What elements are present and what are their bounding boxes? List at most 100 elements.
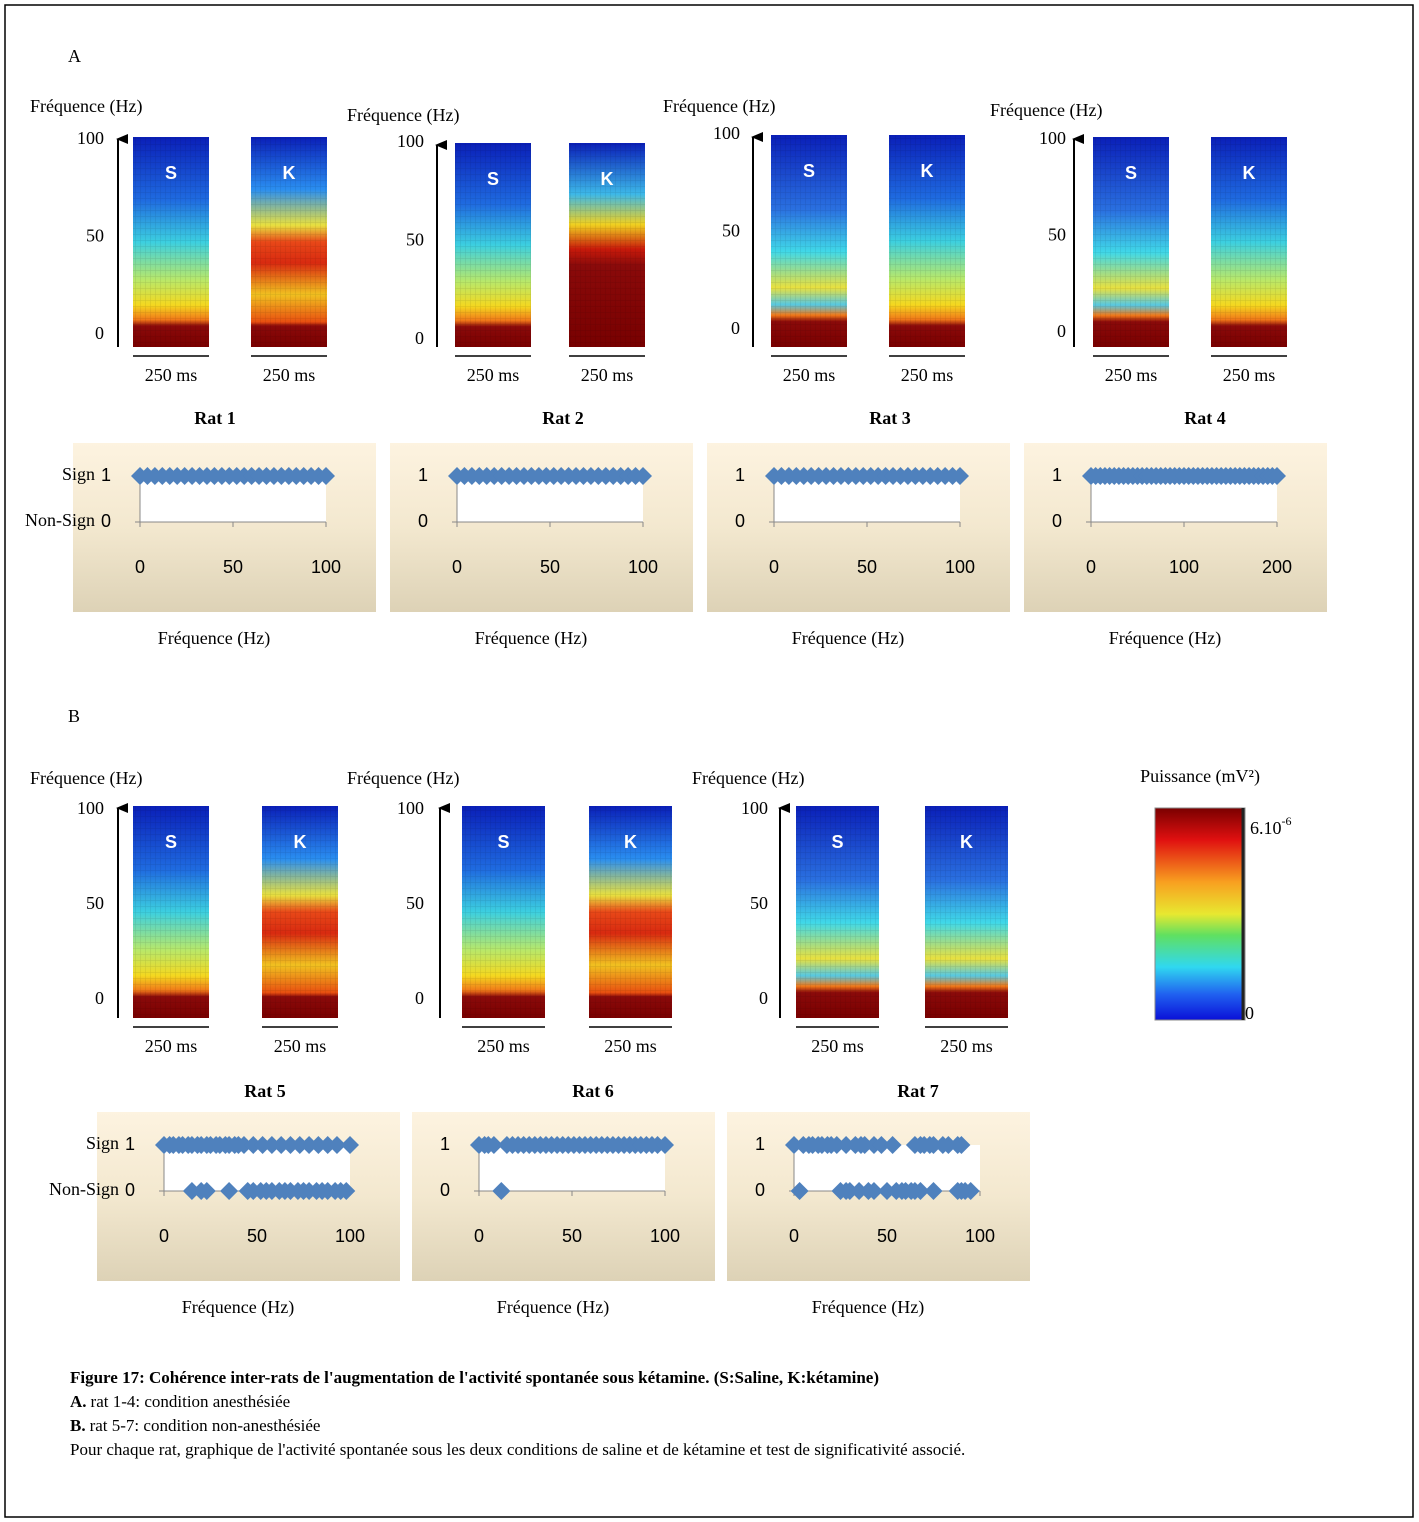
- data-point: [327, 1136, 346, 1154]
- colorbar-max-exponent: -6: [1282, 814, 1292, 828]
- y-tick-label: 0: [440, 1180, 450, 1200]
- x-tick-label: 0: [769, 557, 779, 577]
- spectrogram: Fréquence (Hz) 0 50 100 S 250 ms K 250 ms: [663, 96, 965, 385]
- caption-item-text: rat 5-7: condition non-anesthésiée: [89, 1416, 321, 1435]
- data-point: [317, 467, 335, 485]
- data-point: [951, 467, 969, 485]
- caption: Figure 17: Cohérence inter-rats de l'aug…: [70, 1366, 965, 1462]
- chart-background: [73, 443, 376, 612]
- data-point: [244, 1136, 263, 1154]
- scale-bar-label: 250 ms: [901, 365, 954, 385]
- x-tick-label: 100: [335, 1226, 365, 1246]
- caption-item-label: A.: [70, 1392, 87, 1411]
- x-axis-label: Fréquence (Hz): [812, 1297, 924, 1318]
- y-tick-name: Non-Sign: [49, 1179, 119, 1199]
- x-tick-label: 50: [223, 557, 243, 577]
- colorbar: Puissance (mV²) 6.10-6 0: [1140, 766, 1291, 1023]
- condition-label: K: [624, 832, 637, 852]
- data-point: [300, 1136, 319, 1154]
- heatmap-pixels: [569, 143, 645, 347]
- y-tick-label: 100: [77, 128, 104, 148]
- colorbar-border: [1154, 807, 1246, 1021]
- heatmap-pixels: [1211, 137, 1287, 347]
- condition-label: S: [165, 163, 177, 183]
- x-axis-label: Fréquence (Hz): [158, 628, 270, 649]
- scale-bar-label: 250 ms: [467, 365, 520, 385]
- condition-label: K: [283, 163, 296, 183]
- y-axis-label: Fréquence (Hz): [347, 105, 459, 126]
- x-axis-label: Fréquence (Hz): [1109, 628, 1221, 649]
- scale-bar-label: 250 ms: [940, 1036, 993, 1056]
- scale-bar-label: 250 ms: [274, 1036, 327, 1056]
- caption-note-text: Pour chaque rat, graphique de l'activité…: [70, 1440, 966, 1459]
- y-tick-label: 1: [101, 465, 111, 485]
- caption-item: A. rat 1-4: condition anesthésiée: [70, 1390, 965, 1414]
- x-tick-label: 100: [311, 557, 341, 577]
- heatmap-pixels: [455, 143, 531, 347]
- y-tick-label: 100: [741, 798, 768, 818]
- y-axis-label: Fréquence (Hz): [990, 100, 1102, 121]
- chart-title: Rat 6: [572, 1081, 614, 1101]
- data-point: [281, 1136, 300, 1154]
- x-axis-label: Fréquence (Hz): [182, 1297, 294, 1318]
- colorbar-min-label: 0: [1245, 1003, 1254, 1023]
- x-tick-label: 0: [452, 557, 462, 577]
- frame: [4, 4, 1414, 1518]
- x-tick-label: 100: [628, 557, 658, 577]
- x-tick-label: 0: [474, 1226, 484, 1246]
- data-point: [309, 1136, 328, 1154]
- x-axis-label: Fréquence (Hz): [792, 628, 904, 649]
- chart-title: Rat 5: [244, 1081, 286, 1101]
- data-point: [878, 1182, 896, 1200]
- x-tick-label: 100: [1169, 557, 1199, 577]
- data-point: [850, 1182, 869, 1200]
- data-point: [924, 1182, 943, 1200]
- chart-title: Rat 7: [897, 1081, 939, 1101]
- y-tick-label: 0: [731, 318, 740, 338]
- chart-title: Rat 4: [1184, 408, 1226, 428]
- condition-label: S: [487, 169, 499, 189]
- panel-label: A: [68, 46, 81, 66]
- y-tick-label: 100: [77, 798, 104, 818]
- y-tick-label: 100: [397, 131, 424, 151]
- data-point: [220, 1182, 239, 1200]
- data-point: [883, 1136, 902, 1154]
- chart-title: Rat 3: [869, 408, 911, 428]
- data-point: [911, 1182, 930, 1200]
- data-point: [337, 1182, 356, 1200]
- x-tick-label: 0: [789, 1226, 799, 1246]
- y-tick-label: 100: [1039, 128, 1066, 148]
- scale-bar-label: 250 ms: [783, 365, 836, 385]
- x-tick-label: 50: [540, 557, 560, 577]
- scale-bar-label: 250 ms: [263, 365, 316, 385]
- data-point: [939, 1136, 958, 1154]
- spectrogram: Fréquence (Hz) 0 50 100 S 250 ms K 250 ms: [347, 105, 645, 385]
- data-point: [253, 1136, 272, 1154]
- chart-title: Rat 1: [194, 408, 236, 428]
- y-tick-label: 0: [415, 988, 424, 1008]
- chart-background: [707, 443, 1010, 612]
- heatmap-pixels: [262, 806, 338, 1018]
- heatmap-pixels: [133, 137, 209, 347]
- y-tick-label: 1: [440, 1134, 450, 1154]
- chart-title: Rat 2: [542, 408, 584, 428]
- y-tick-label: 50: [722, 221, 740, 241]
- x-tick-label: 100: [650, 1226, 680, 1246]
- caption-title: Figure 17: Cohérence inter-rats de l'aug…: [70, 1366, 965, 1390]
- data-point: [484, 1136, 503, 1154]
- data-point: [785, 1136, 803, 1154]
- data-point: [952, 1136, 971, 1154]
- y-axis-label: Fréquence (Hz): [347, 768, 459, 789]
- data-point: [961, 1182, 980, 1200]
- scale-bar-label: 250 ms: [581, 365, 634, 385]
- y-tick-label: 0: [1052, 511, 1062, 531]
- data-point: [492, 1182, 511, 1200]
- spectrogram: Fréquence (Hz) 0 50 100 S 250 ms K 250 ms: [990, 100, 1287, 385]
- scale-bar-label: 250 ms: [1105, 365, 1158, 385]
- heatmap-pixels: [925, 806, 1008, 1018]
- y-tick-label: 1: [735, 465, 745, 485]
- scale-bar-label: 250 ms: [604, 1036, 657, 1056]
- y-tick-label: 1: [125, 1134, 135, 1154]
- x-tick-label: 50: [877, 1226, 897, 1246]
- spectrogram: Fréquence (Hz) 0 50 100 S 250 ms K 250 ms: [30, 768, 338, 1056]
